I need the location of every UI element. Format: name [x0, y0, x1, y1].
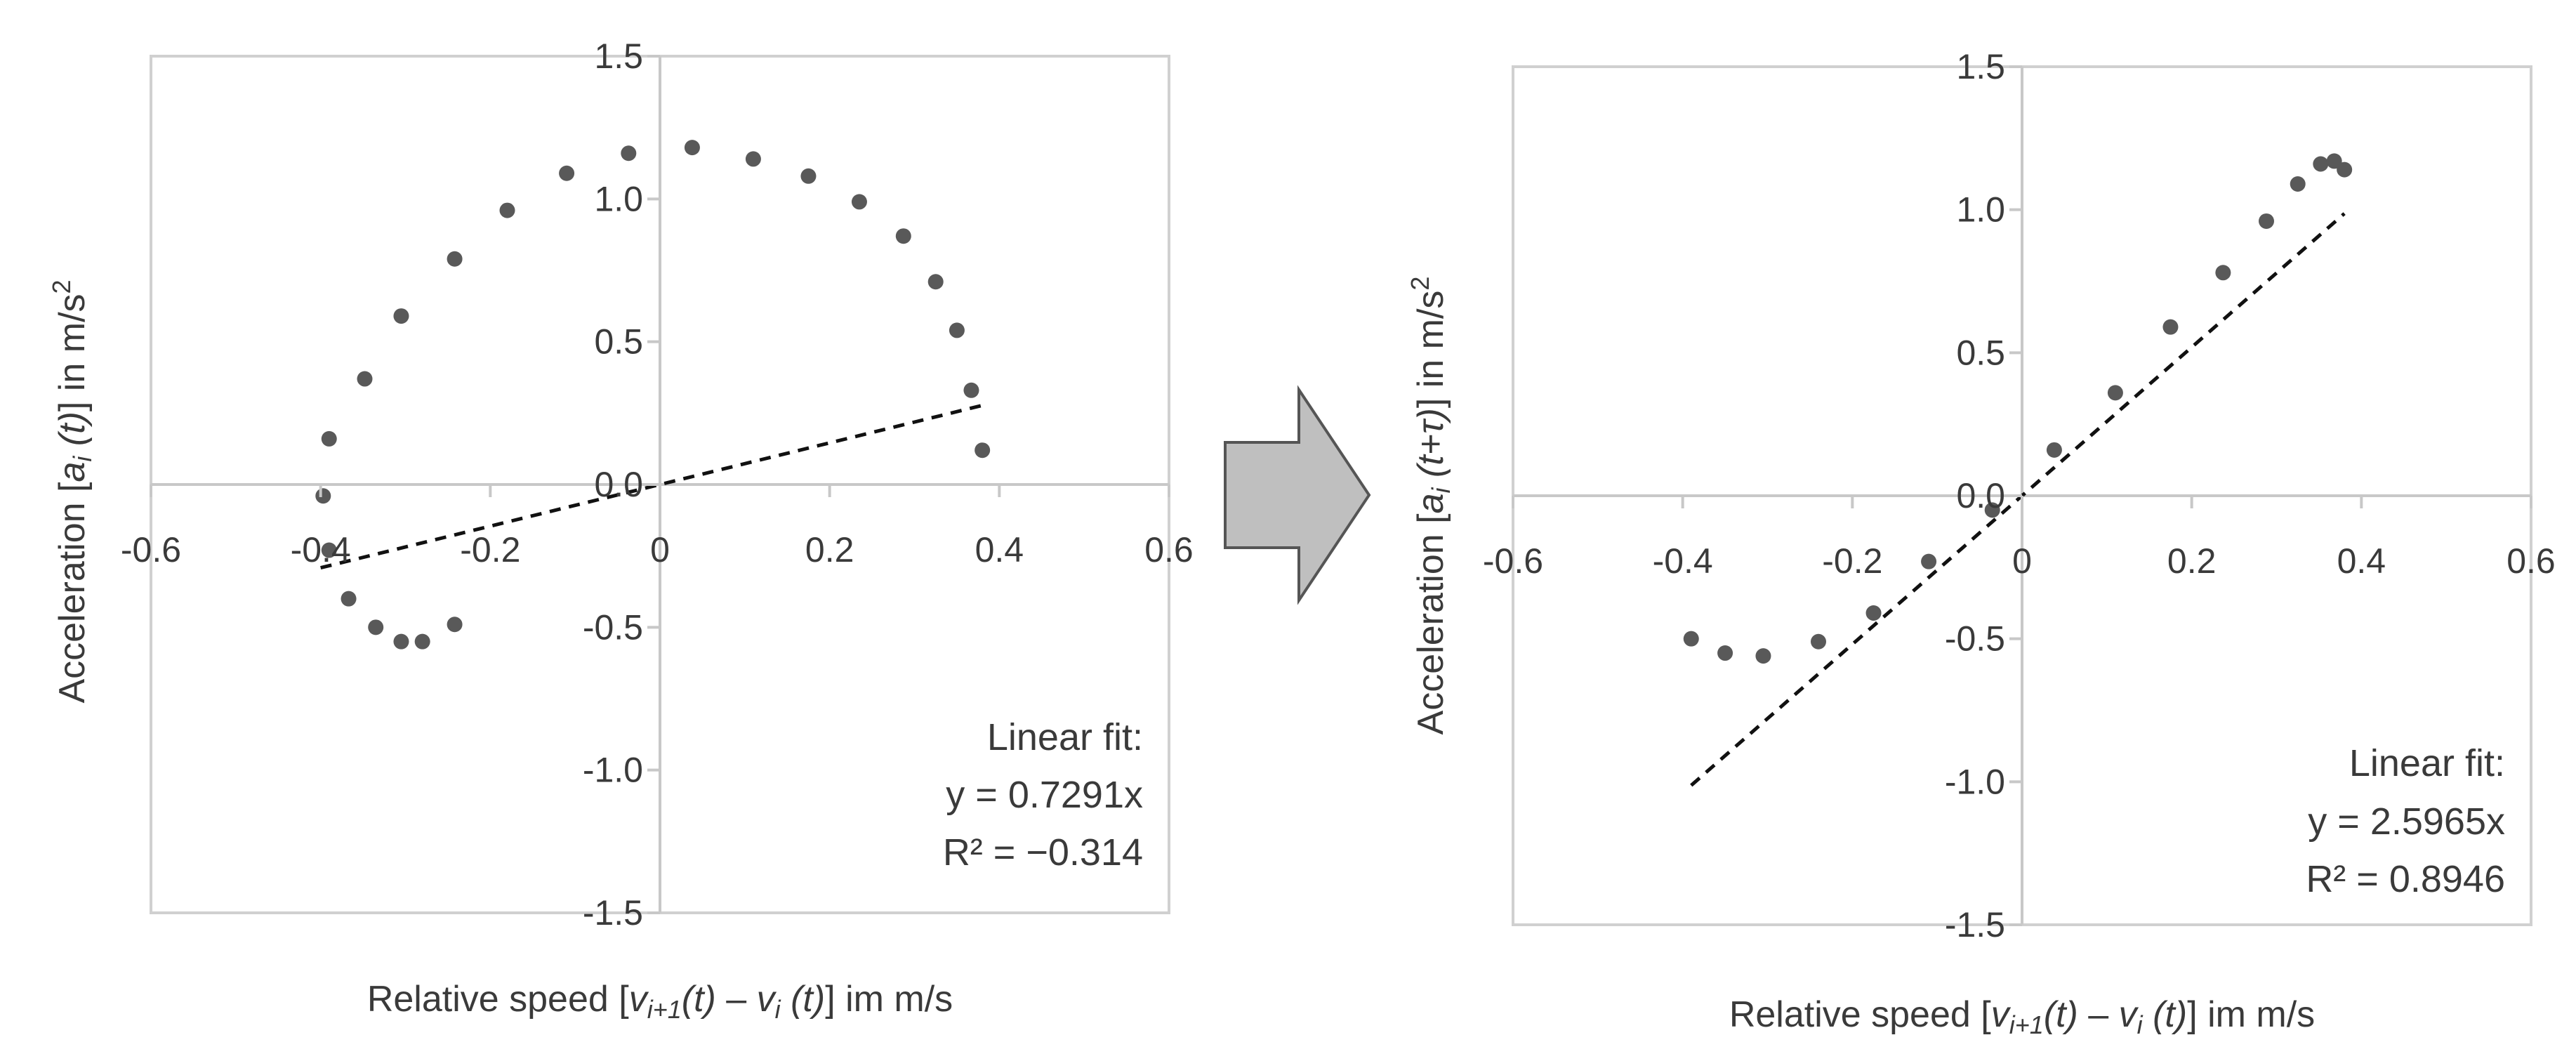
data-point — [621, 145, 637, 162]
x-tick-label: 0.4 — [2337, 541, 2386, 581]
data-point — [2107, 385, 2123, 401]
data-point — [2337, 162, 2353, 178]
data-point — [927, 274, 944, 290]
data-point — [321, 430, 337, 447]
y-tick-label: -0.5 — [1945, 619, 2005, 659]
y-tick-label: 0.5 — [594, 322, 643, 362]
data-point — [2162, 319, 2179, 335]
data-point — [1755, 648, 1771, 664]
data-point — [1683, 631, 1699, 647]
x-axis-title: Relative speed [vi+1(t) – vi (t)] im m/s — [367, 979, 953, 1024]
fit-r2: R² = 0.8946 — [2306, 858, 2505, 900]
x-tick-label: 0.6 — [2506, 541, 2556, 581]
transition-arrow-icon — [1224, 385, 1371, 605]
data-point — [895, 228, 911, 244]
data-point — [1984, 502, 2000, 518]
data-point — [1865, 605, 1882, 621]
x-tick-label: -0.2 — [1822, 541, 1882, 581]
x-tick-label: 0.6 — [1144, 530, 1194, 569]
data-point — [414, 633, 430, 650]
y-tick-label: -1.5 — [1945, 905, 2005, 944]
y-tick-label: 1.5 — [1956, 47, 2005, 86]
left-chart: -0.6 -0.4 -0.2 0 0.2 0.4 0.6 1.5 1.0 0.5 0.0 -0.5 -1… — [47, 37, 1194, 1024]
x-tick-label: 0.2 — [2167, 541, 2217, 581]
x-tick-label: -0.6 — [1483, 541, 1543, 581]
data-point — [1921, 553, 1937, 569]
y-tick-label: -1.5 — [583, 893, 643, 933]
data-point — [2290, 176, 2306, 192]
data-point — [447, 251, 463, 267]
data-point — [800, 168, 817, 184]
fit-label: Linear fit: — [987, 716, 1143, 758]
y-tick-label: 1.0 — [1956, 190, 2005, 230]
data-point — [368, 619, 384, 635]
data-point — [393, 308, 409, 324]
fit-r2: R² = −0.314 — [943, 831, 1143, 874]
data-point — [357, 371, 373, 387]
fit-equation: y = 0.7291x — [946, 774, 1143, 816]
x-tick-label: 0.4 — [975, 530, 1024, 569]
data-point — [949, 322, 965, 338]
x-tick-label: -0.4 — [1653, 541, 1713, 581]
x-tick-label: -0.6 — [121, 530, 181, 569]
data-point — [341, 591, 357, 607]
data-point — [851, 194, 867, 210]
y-tick-label: 0.5 — [1956, 333, 2005, 372]
data-point — [2259, 213, 2274, 229]
data-point — [684, 140, 700, 156]
data-point — [745, 151, 761, 167]
data-point — [1811, 633, 1826, 650]
x-tick-label: 0.2 — [805, 530, 854, 569]
y-tick-label: 1.0 — [594, 179, 643, 218]
x-tick-label: 0 — [650, 530, 670, 569]
data-point — [1717, 645, 1733, 661]
data-point — [315, 488, 331, 504]
right-chart: -0.6 -0.4 -0.2 0 0.2 0.4 0.6 1.5 1.0 0.5 0.0 -0.5 -1… — [1406, 47, 2556, 1039]
x-tick-label: -0.2 — [460, 530, 520, 569]
y-tick-label: -0.5 — [583, 607, 643, 647]
data-point — [559, 165, 575, 181]
data-point — [2046, 442, 2062, 458]
data-point — [963, 382, 979, 398]
y-tick-label: 0.0 — [1956, 476, 2005, 515]
y-tick-label: 0.0 — [594, 465, 643, 504]
fit-label: Linear fit: — [2349, 742, 2505, 784]
data-point — [975, 442, 991, 459]
data-point — [321, 542, 337, 558]
data-point — [447, 617, 463, 633]
data-point — [2326, 153, 2342, 169]
y-tick-label: 1.5 — [594, 37, 643, 76]
linear-fit-line — [1690, 212, 2346, 787]
linear-fit-line — [320, 403, 983, 570]
x-tick-label: 0 — [2012, 541, 2032, 581]
data-point — [2313, 156, 2329, 172]
data-point — [499, 202, 515, 218]
data-point — [2215, 265, 2231, 281]
data-point — [393, 633, 409, 650]
x-axis-title: Relative speed [vi+1(t) – vi (t)] im m/s — [1729, 994, 2315, 1039]
y-tick-label: -1.0 — [1945, 762, 2005, 801]
y-tick-label: -1.0 — [583, 751, 643, 790]
x-tick-label: -0.4 — [291, 530, 351, 569]
y-axis-title: Acceleration [ai (t+τ)] in m/s2 — [1406, 277, 1455, 735]
fit-equation: y = 2.5965x — [2308, 800, 2505, 843]
y-axis-title: Acceleration [ai (t)] in m/s2 — [47, 279, 97, 703]
